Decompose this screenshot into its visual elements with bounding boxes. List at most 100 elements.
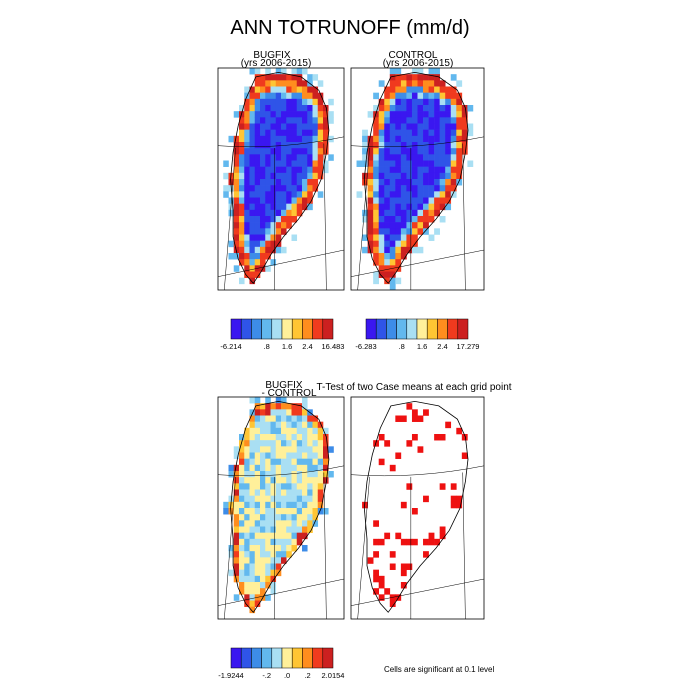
grid-cell (260, 538, 266, 546)
grid-cell (254, 458, 261, 466)
grid-cell (317, 166, 324, 174)
grid-cell (265, 123, 271, 130)
grid-cell (291, 446, 298, 453)
grid-cell (265, 489, 271, 496)
grid-cell (239, 117, 245, 124)
grid-cell (445, 421, 452, 429)
grid-cell (270, 532, 277, 540)
grid-cell (411, 117, 418, 124)
grid-cell (302, 185, 308, 192)
colorbar-swatch (281, 647, 293, 669)
grid-cell (400, 123, 407, 130)
colorbar-swatch (312, 647, 324, 669)
grid-cell (307, 514, 313, 521)
grid-cell (270, 421, 277, 429)
grid-cell (423, 129, 429, 137)
grid-cell (291, 135, 298, 143)
grid-cell (249, 501, 256, 509)
grid-cell (434, 105, 440, 112)
grid-cell (291, 464, 298, 472)
grid-cell (406, 228, 413, 235)
grid-cell (395, 117, 402, 124)
grid-cell (307, 197, 313, 204)
grid-cell (411, 86, 418, 93)
grid-cell (395, 98, 402, 106)
grid-cell (395, 68, 402, 75)
grid-cell (423, 409, 429, 416)
grid-cell (296, 160, 303, 167)
grid-cell (373, 569, 380, 577)
grid-cell (275, 154, 282, 161)
grid-cell (373, 228, 380, 235)
grid-cell (296, 458, 303, 466)
colorbar-tick-label: -6.283 (355, 342, 376, 351)
grid-cell (445, 191, 452, 198)
grid-cell (249, 98, 256, 106)
grid-cell (417, 80, 424, 87)
grid-cell (323, 477, 329, 484)
grid-cell (389, 105, 396, 112)
grid-cell (249, 520, 256, 527)
grid-cell (389, 148, 396, 155)
grid-cell (249, 495, 256, 503)
grid-cell (428, 142, 435, 149)
grid-cell (428, 209, 435, 217)
grid-cell (417, 142, 424, 149)
grid-cell (302, 427, 308, 435)
grid-cell (249, 440, 256, 447)
grid-cell (389, 222, 396, 229)
grid-cell (389, 283, 396, 290)
grid-cell (456, 123, 463, 130)
grid-cell (417, 68, 424, 75)
grid-cell (378, 265, 385, 272)
grid-cell (286, 458, 292, 466)
grid-cell (249, 538, 256, 546)
latitude-line (351, 249, 484, 277)
grid-cell (296, 514, 303, 521)
colorbar-tick-label: .2 (304, 671, 310, 680)
grid-cell (265, 154, 271, 161)
grid-cell (456, 98, 463, 106)
grid-cell (281, 508, 287, 515)
grid-cell (384, 209, 391, 217)
grid-cell (312, 477, 319, 484)
grid-cell (411, 172, 418, 180)
grid-cell (312, 142, 319, 149)
grid-cell (445, 172, 452, 180)
grid-cell (312, 179, 319, 186)
grid-cell (265, 471, 271, 478)
grid-cell (378, 216, 385, 223)
grid-cell (378, 234, 385, 241)
grid-cell (302, 154, 308, 161)
grid-cell (275, 222, 282, 229)
grid-cell (270, 489, 277, 496)
colorbar-swatch (322, 647, 334, 669)
grid-cell (249, 259, 256, 266)
grid-cell (249, 514, 256, 521)
grid-cell (296, 526, 303, 533)
grid-cell (323, 111, 329, 118)
grid-cell (233, 203, 240, 211)
grid-cell (373, 588, 380, 595)
grid-cell (423, 222, 429, 229)
grid-cell (296, 80, 303, 87)
grid-cell (281, 185, 287, 192)
grid-cell (286, 551, 292, 558)
grid-cell (302, 135, 308, 143)
grid-cell (406, 216, 413, 223)
grid-cell (281, 415, 287, 422)
grid-cell (445, 154, 452, 161)
grid-cell (254, 179, 261, 186)
grid-cell (389, 203, 396, 211)
grid-cell (307, 421, 313, 429)
grid-cell (286, 409, 292, 416)
grid-cell (406, 86, 413, 93)
grid-cell (323, 434, 329, 441)
grid-cell (265, 483, 271, 490)
grid-cell (373, 216, 380, 223)
grid-cell (328, 117, 334, 124)
grid-cell (434, 166, 440, 174)
grid-cell (400, 148, 407, 155)
grid-cell (254, 508, 261, 515)
grid-cell (260, 427, 266, 435)
